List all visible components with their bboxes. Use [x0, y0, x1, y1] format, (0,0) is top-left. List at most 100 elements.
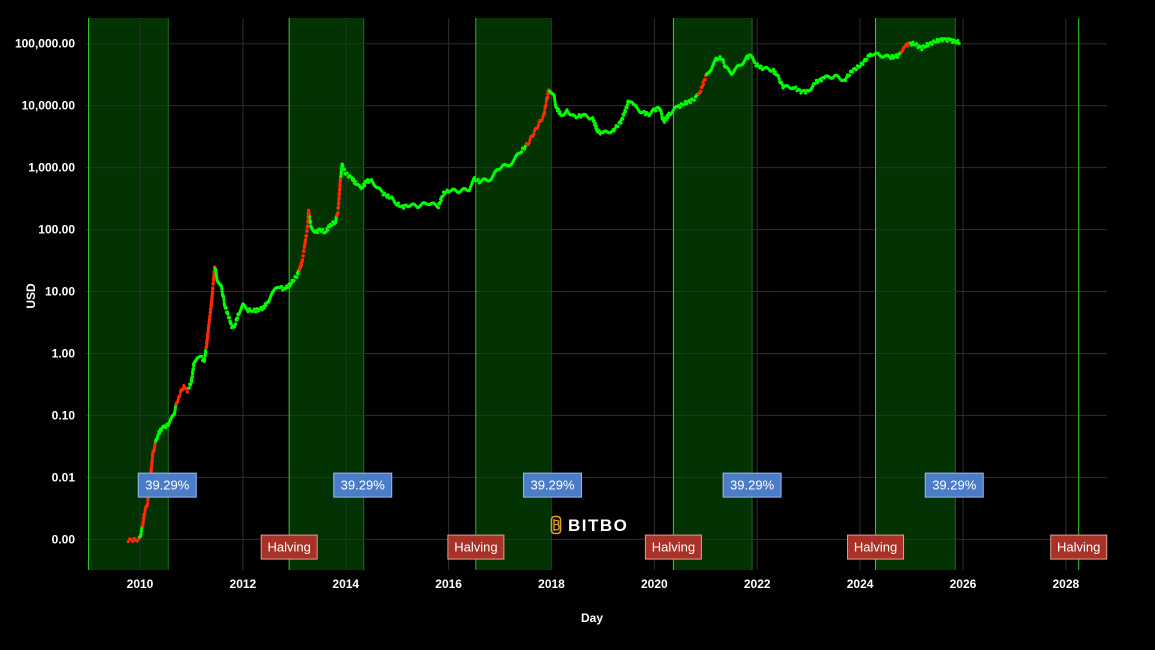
price-point: [220, 287, 224, 291]
halving-label-text: Halving: [652, 540, 695, 555]
price-point: [246, 309, 250, 314]
halving-label: Halving: [644, 534, 702, 560]
price-point: [654, 109, 658, 113]
price-point: [558, 110, 562, 114]
price-point: [722, 60, 726, 65]
price-point: [906, 44, 910, 48]
price-point: [949, 37, 954, 41]
price-point: [940, 39, 945, 43]
halving-label: Halving: [260, 534, 318, 560]
price-point: [187, 386, 191, 390]
price-point: [208, 317, 212, 321]
price-point: [207, 323, 211, 327]
price-point: [802, 88, 806, 93]
y-tick-label: 1.00: [52, 346, 76, 360]
price-point: [191, 367, 195, 371]
price-point: [173, 406, 178, 410]
price-point: [205, 336, 210, 340]
halving-labels: Halving Halving Halving Halving Halving: [260, 534, 1108, 560]
price-point: [330, 223, 334, 228]
price-point: [254, 310, 258, 314]
price-point: [305, 229, 309, 233]
price-point: [300, 258, 305, 262]
price-point: [930, 42, 934, 46]
price-point: [146, 497, 150, 502]
price-point: [753, 60, 757, 65]
price-point: [597, 129, 601, 133]
price-point: [308, 215, 312, 219]
price-point: [150, 462, 154, 466]
price-point: [850, 70, 854, 74]
price-point: [935, 37, 939, 41]
price-point: [307, 211, 311, 215]
price-point: [205, 339, 209, 343]
price-point: [210, 299, 214, 303]
price-point: [664, 118, 668, 122]
price-point: [366, 178, 370, 182]
percent-label-text: 39.29%: [530, 478, 575, 493]
x-tick-label: 2010: [127, 577, 154, 591]
price-point: [803, 91, 808, 95]
price-series: [126, 37, 961, 544]
price-point: [211, 281, 215, 285]
price-point: [208, 311, 212, 315]
price-point: [400, 204, 404, 208]
price-point: [593, 121, 597, 125]
price-point: [146, 501, 150, 505]
price-point: [703, 78, 707, 82]
price-point: [472, 176, 476, 180]
price-point: [252, 307, 256, 311]
price-point: [380, 189, 384, 193]
price-point: [847, 73, 852, 77]
price-point: [780, 83, 784, 87]
x-tick-label: 2028: [1052, 577, 1079, 591]
price-point: [642, 109, 646, 114]
price-point: [528, 138, 532, 142]
y-tick-label: 10.00: [45, 285, 75, 299]
price-point: [289, 281, 293, 286]
price-point: [209, 302, 214, 306]
price-point: [396, 201, 401, 205]
price-point: [192, 364, 196, 368]
price-point: [308, 219, 313, 224]
watermark-text: BITBO: [568, 516, 628, 535]
percent-label-box: [137, 472, 197, 498]
price-point: [619, 121, 623, 125]
halving-label: Halving: [447, 534, 505, 560]
halving-label-box: [447, 534, 505, 560]
price-point: [131, 539, 135, 543]
price-point: [956, 38, 960, 43]
price-point: [143, 510, 147, 514]
price-point: [577, 112, 581, 117]
price-point: [336, 210, 340, 215]
price-point: [659, 112, 664, 116]
price-point: [298, 265, 303, 269]
price-point: [304, 237, 308, 242]
price-point: [556, 107, 560, 111]
price-point: [214, 272, 218, 276]
halving-label: Halving: [847, 534, 905, 560]
price-point: [889, 56, 893, 61]
price-point: [337, 201, 341, 205]
percent-labels: 39.29% 39.29% 39.29% 39.29% 39.29%: [137, 472, 984, 498]
price-point: [541, 114, 545, 119]
price-point: [345, 171, 349, 175]
price-point: [688, 100, 692, 105]
price-point: [262, 306, 266, 310]
percent-label: 39.29%: [722, 472, 782, 498]
price-point: [351, 177, 356, 181]
price-point: [819, 79, 824, 83]
price-point: [337, 192, 342, 196]
price-point: [190, 379, 194, 384]
x-axis-ticks: 2010 2012 2014 2016 2018 2020 2022 2024 2026 2028: [127, 577, 1080, 591]
price-point: [214, 274, 219, 278]
price-point: [210, 295, 214, 299]
price-point: [150, 455, 155, 459]
x-tick-label: 2016: [435, 577, 462, 591]
price-point: [546, 92, 550, 96]
price-point: [915, 42, 919, 46]
price-point: [209, 305, 213, 309]
price-point: [701, 82, 706, 86]
price-point: [858, 64, 862, 69]
